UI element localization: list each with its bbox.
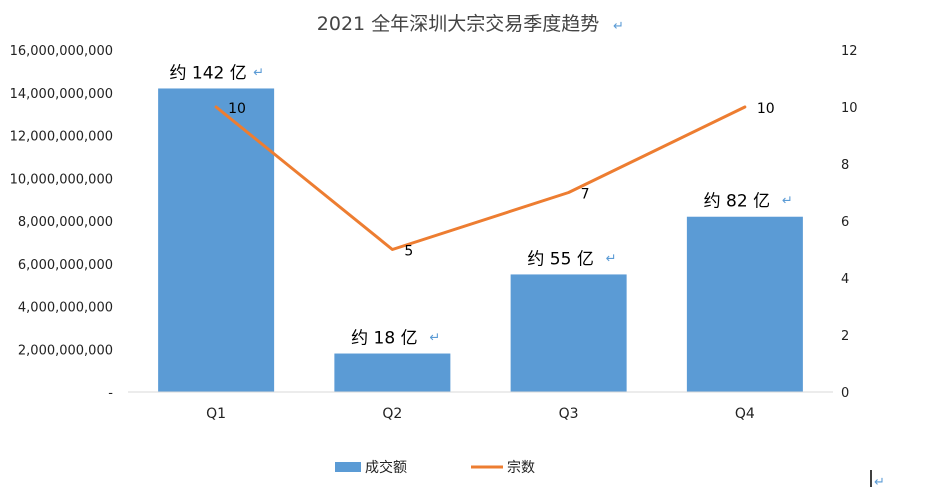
line-data-label: 5 [404, 244, 413, 260]
x-tick-label: Q2 [382, 406, 402, 422]
bar-label-return-mark: ↵ [429, 331, 440, 346]
legend-swatch-bar [335, 462, 361, 472]
bar-label-return-mark: ↵ [782, 194, 793, 209]
y-left-tick-label: 4,000,000,000 [18, 301, 113, 316]
bar-data-label: 约 82 亿 [704, 192, 770, 212]
y-left-tick-label: 10,000,000,000 [10, 172, 113, 187]
x-tick-label: Q3 [559, 406, 579, 422]
y-left-tick-label: 14,000,000,000 [10, 87, 113, 102]
bar-q2 [334, 353, 451, 392]
title-return-mark: ↵ [613, 19, 624, 34]
line-data-label: 7 [581, 187, 590, 203]
y-right-tick-label: 6 [841, 215, 849, 230]
line-data-label: 10 [228, 101, 246, 117]
y-right-tick-label: 4 [841, 272, 849, 287]
line-data-label: 10 [757, 101, 775, 117]
end-return-mark: ↵ [874, 475, 885, 490]
legend-label-bar: 成交额 [365, 459, 407, 476]
bar-label-return-mark: ↵ [253, 65, 264, 80]
line-series-zongshu [214, 105, 747, 251]
y-left-tick-label: 16,000,000,000 [10, 44, 113, 59]
x-tick-label: Q4 [735, 406, 755, 422]
bar-q3 [510, 274, 627, 392]
y-right-tick-label: 8 [841, 158, 849, 173]
y-right-tick-label: 0 [841, 386, 849, 401]
legend-label-line: 宗数 [507, 460, 535, 476]
y-right-tick-label: 2 [841, 329, 849, 344]
bar-q4 [686, 216, 803, 392]
y-right-tick-label: 12 [841, 44, 858, 59]
y-left-tick-label: 8,000,000,000 [18, 215, 113, 230]
bar-label-return-mark: ↵ [606, 251, 617, 266]
bar-q1 [158, 88, 275, 392]
bar-data-label: 约 142 亿 [169, 63, 246, 83]
y-left-tick-label: 6,000,000,000 [18, 258, 113, 273]
y-left-tick-label: 12,000,000,000 [10, 130, 113, 145]
bar-data-label: 约 18 亿 [351, 329, 417, 349]
y-left-tick-label: - [108, 386, 113, 401]
y-left-tick-label: 2,000,000,000 [18, 343, 113, 358]
bar-data-label: 约 55 亿 [527, 249, 593, 269]
y-right-tick-label: 10 [841, 101, 858, 116]
chart-title: 2021 全年深圳大宗交易季度趋势 [317, 13, 599, 35]
x-tick-label: Q1 [206, 406, 226, 422]
